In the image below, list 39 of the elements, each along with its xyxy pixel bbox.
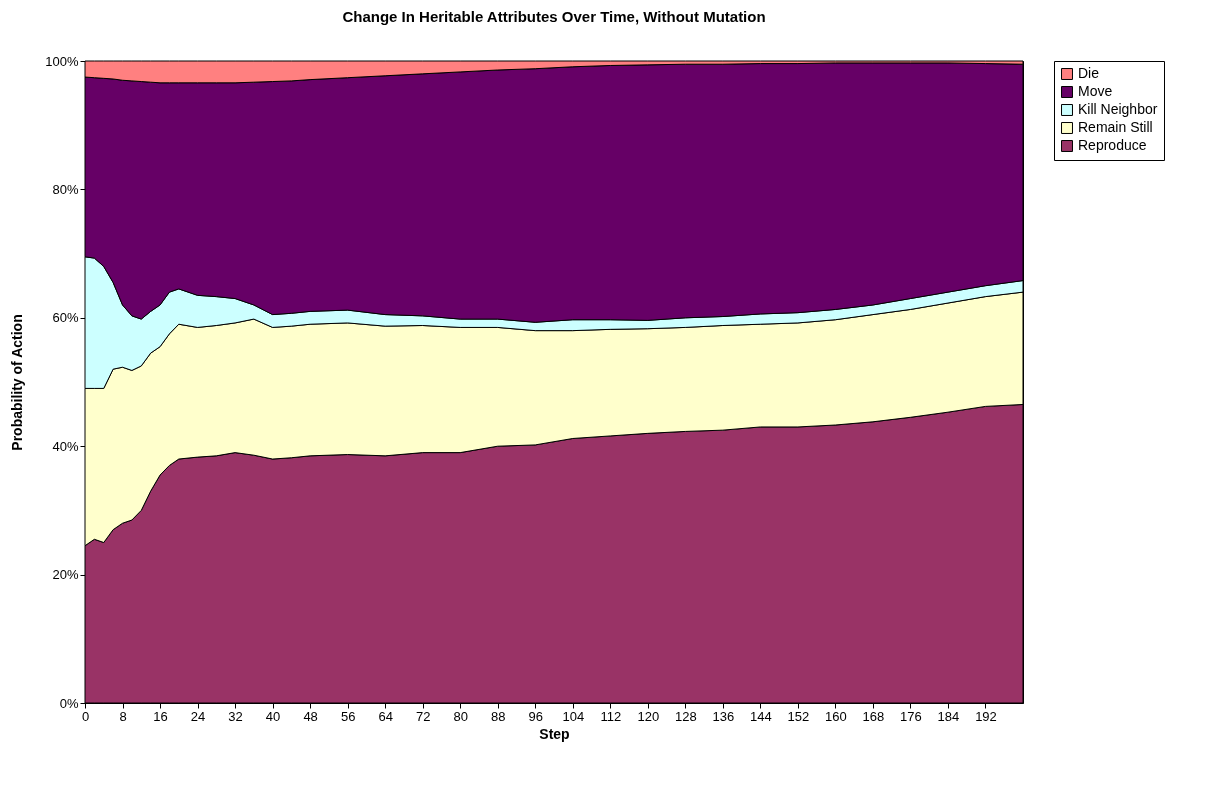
x-tick-label: 128 [674,708,697,724]
x-tick-label: 64 [378,708,393,724]
x-tick-label: 112 [600,708,622,724]
x-tick-label: 144 [750,708,772,724]
x-tick-label: 184 [937,708,960,724]
x-tick-label: 120 [637,708,660,724]
x-tick-label: 192 [975,708,997,724]
x-tick-label: 104 [562,708,585,724]
legend-label: Reproduce [1078,137,1147,153]
y-tick-label: 100% [45,53,79,69]
y-tick-label: 20% [52,567,79,583]
legend-label: Kill Neighbor [1078,101,1158,117]
chart-title: Change In Heritable Attributes Over Time, Without Mutation [342,8,766,25]
y-axis-title: Probability of Action [9,314,26,451]
x-tick-label: 96 [528,708,543,724]
x-axis-title: Step [539,725,570,742]
x-tick-label: 152 [787,708,810,724]
x-tick-label: 40 [265,708,281,724]
x-tick-label: 136 [712,708,735,724]
legend-label: Remain Still [1078,119,1153,135]
x-tick-label: 88 [490,708,506,724]
x-tick-label: 24 [190,708,206,724]
x-tick-label: 8 [119,708,127,724]
x-tick-label: 160 [825,708,847,724]
y-tick-label: 80% [52,181,79,197]
y-tick-label: 60% [52,310,79,326]
legend-label: Move [1078,83,1113,99]
x-tick-label: 56 [340,708,356,724]
x-tick-label: 80 [453,708,468,724]
x-tick-label: 72 [415,708,431,724]
x-tick-label: 16 [153,708,168,724]
x-tick-label: 48 [303,708,318,724]
y-tick-label: 0% [59,695,79,711]
x-tick-label: 32 [228,708,243,724]
x-tick-label: 176 [900,708,922,724]
y-tick-label: 40% [52,438,79,454]
x-tick-label: 0 [81,708,90,724]
legend-label: Die [1078,65,1100,81]
x-tick-label: 168 [862,708,885,724]
